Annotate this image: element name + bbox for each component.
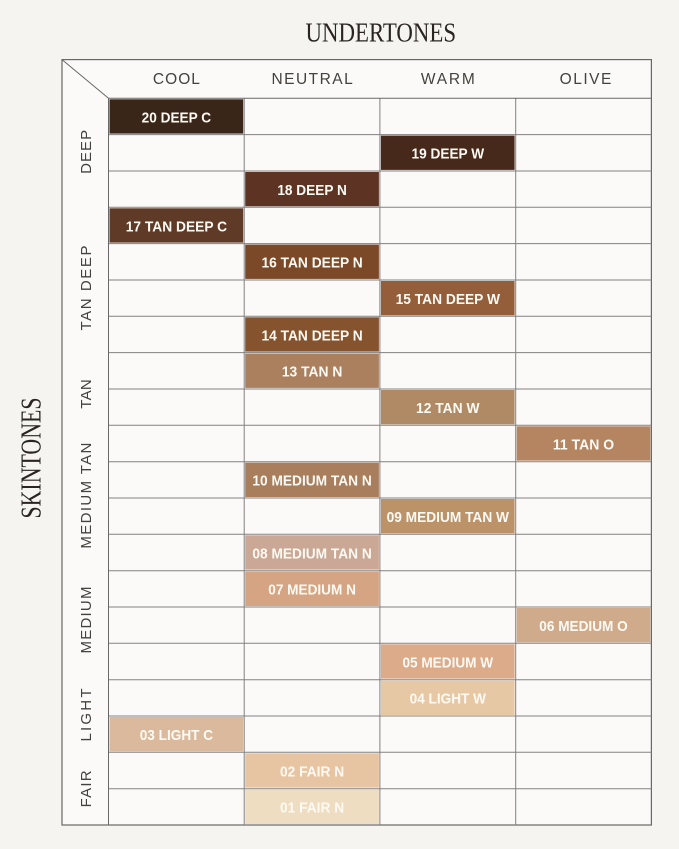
svg-text:14 TAN DEEP N: 14 TAN DEEP N	[261, 327, 362, 344]
svg-text:07 MEDIUM N: 07 MEDIUM N	[268, 582, 356, 599]
svg-text:04 LIGHT W: 04 LIGHT W	[410, 691, 487, 708]
svg-text:09 MEDIUM TAN W: 09 MEDIUM TAN W	[387, 509, 510, 526]
svg-text:DEEP: DEEP	[78, 130, 95, 174]
svg-text:18 DEEP N: 18 DEEP N	[277, 182, 347, 199]
svg-text:17 TAN DEEP C: 17 TAN DEEP C	[126, 218, 227, 235]
svg-text:11 TAN O: 11 TAN O	[553, 436, 615, 453]
svg-text:NEUTRAL: NEUTRAL	[271, 71, 353, 88]
svg-text:MEDIUM TAN: MEDIUM TAN	[78, 443, 95, 549]
svg-text:LIGHT: LIGHT	[78, 689, 95, 742]
svg-text:16 TAN DEEP N: 16 TAN DEEP N	[261, 255, 362, 272]
svg-text:19 DEEP W: 19 DEEP W	[412, 146, 485, 163]
svg-text:OLIVE: OLIVE	[560, 71, 612, 88]
svg-text:20 DEEP C: 20 DEEP C	[142, 109, 212, 126]
svg-text:02 FAIR N: 02 FAIR N	[280, 763, 344, 780]
svg-text:TAN DEEP: TAN DEEP	[78, 246, 95, 331]
svg-text:06 MEDIUM O: 06 MEDIUM O	[539, 618, 628, 635]
svg-text:01 FAIR N: 01 FAIR N	[280, 800, 344, 817]
svg-text:08 MEDIUM TAN N: 08 MEDIUM TAN N	[252, 545, 371, 562]
svg-text:SKINTONES: SKINTONES	[17, 398, 48, 519]
svg-text:15 TAN DEEP W: 15 TAN DEEP W	[396, 291, 501, 308]
svg-text:COOL: COOL	[153, 71, 200, 88]
svg-text:10 MEDIUM TAN N: 10 MEDIUM TAN N	[252, 473, 371, 490]
svg-text:05 MEDIUM W: 05 MEDIUM W	[402, 654, 493, 671]
svg-text:13 TAN N: 13 TAN N	[282, 364, 343, 381]
svg-text:TAN: TAN	[78, 379, 95, 409]
svg-text:UNDERTONES: UNDERTONES	[306, 18, 457, 48]
svg-text:MEDIUM: MEDIUM	[78, 587, 95, 654]
svg-text:03 LIGHT C: 03 LIGHT C	[140, 727, 213, 744]
svg-text:FAIR: FAIR	[78, 770, 95, 807]
svg-text:12 TAN W: 12 TAN W	[416, 400, 480, 417]
